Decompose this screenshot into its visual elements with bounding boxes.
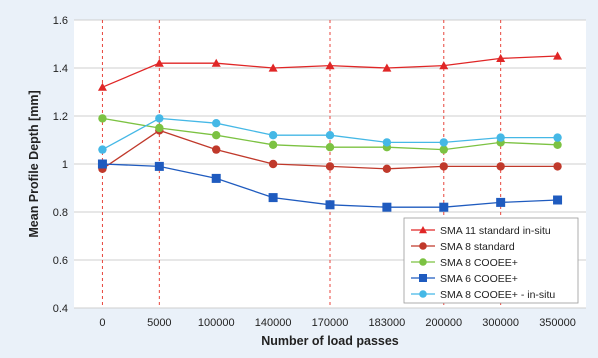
data-point-circle [419,290,427,298]
data-point-circle [553,140,562,149]
data-point-circle [212,119,221,128]
x-tick-label: 0 [99,317,105,329]
series-group [98,114,562,154]
data-point-circle [382,138,392,147]
data-point-circle [98,114,107,123]
legend-item: SMA 8 COOEE+ [411,257,518,269]
data-point-circle [496,133,505,142]
data-point-circle [325,162,335,171]
x-tick-label: 300000 [482,317,519,329]
data-point-circle [419,242,427,250]
legend-box [403,217,579,304]
data-point-square [154,161,164,171]
data-point-circle [212,131,221,140]
x-tick-label: 183000 [369,317,406,329]
data-point-square [211,173,221,183]
x-tick-label: 200000 [425,317,462,329]
y-tick-label: 1.6 [53,15,68,27]
series-group [98,126,562,173]
data-point-circle [496,162,505,171]
legend-item: SMA 6 COOEE+ [411,273,518,285]
x-tick-label: 100000 [198,317,235,329]
data-point-circle [155,114,164,123]
legend-item: SMA 11 standard in-situ [411,225,551,237]
legend-label: SMA 8 standard [440,241,515,253]
data-point-circle [553,162,562,171]
data-point-square [268,193,278,203]
legend-item: SMA 8 COOEE+ - in-situ [411,289,555,301]
data-point-circle [268,140,278,149]
data-point-circle [325,131,335,140]
data-point-circle [212,145,221,154]
data-point-square [325,200,335,210]
x-axis-ticks: 0 5000 100000 140000 170000 183000 200000 30000… [99,317,576,329]
y-tick-label: 1 [62,159,68,171]
data-point-circle [419,258,427,266]
data-point-circle [439,145,448,154]
legend-label: SMA 8 COOEE+ [440,257,518,269]
data-point-square [382,202,392,212]
data-point-circle [268,131,278,140]
legend: SMA 11 standard in-situ SMA 8 standard SMA… [403,217,579,304]
y-tick-label: 1.4 [53,63,68,75]
data-point-square [496,197,506,207]
y-tick-label: 0.6 [53,255,68,267]
series-group [98,114,562,154]
data-point-circle [98,145,107,154]
x-tick-label: 5000 [147,317,171,329]
y-axis-ticks: 0.4 0.6 0.8 1 1.2 1.4 1.6 [53,15,68,315]
legend-items: SMA 11 standard in-situ SMA 8 standard SMA… [411,225,555,301]
data-point-triangle [211,58,221,67]
data-point-circle [325,143,335,152]
legend-label: SMA 11 standard in-situ [440,225,551,237]
data-point-triangle [553,51,563,60]
data-point-circle [268,159,278,169]
data-point-triangle [439,61,449,70]
y-axis-title: Mean Profile Depth [mm] [27,90,41,237]
data-point-circle [553,133,562,142]
data-point-circle [155,123,164,133]
data-point-triangle [419,226,427,234]
legend-item: SMA 8 standard [411,241,515,253]
x-axis-title: Number of load passes [261,334,399,348]
y-tick-label: 1.2 [53,111,68,123]
data-point-triangle [496,53,506,62]
data-point-triangle [382,63,392,72]
data-point-circle [439,162,448,171]
x-tick-label: 140000 [255,317,292,329]
data-point-circle [439,138,448,147]
data-point-square [97,159,107,169]
data-point-triangle [325,61,335,70]
data-point-triangle [268,63,278,72]
legend-label: SMA 6 COOEE+ [440,273,518,285]
series-group [97,159,563,212]
data-point-square [439,202,449,212]
data-point-triangle [154,58,164,67]
y-tick-label: 0.4 [53,303,68,315]
data-point-square [553,195,563,205]
legend-label: SMA 8 COOEE+ - in-situ [440,289,555,301]
data-point-triangle [97,82,107,91]
x-tick-label: 170000 [312,317,349,329]
y-tick-label: 0.8 [53,207,68,219]
series-layer [97,51,563,212]
x-tick-label: 350000 [539,317,576,329]
data-point-circle [382,164,392,173]
series-group [97,51,563,91]
data-point-square [419,274,427,282]
